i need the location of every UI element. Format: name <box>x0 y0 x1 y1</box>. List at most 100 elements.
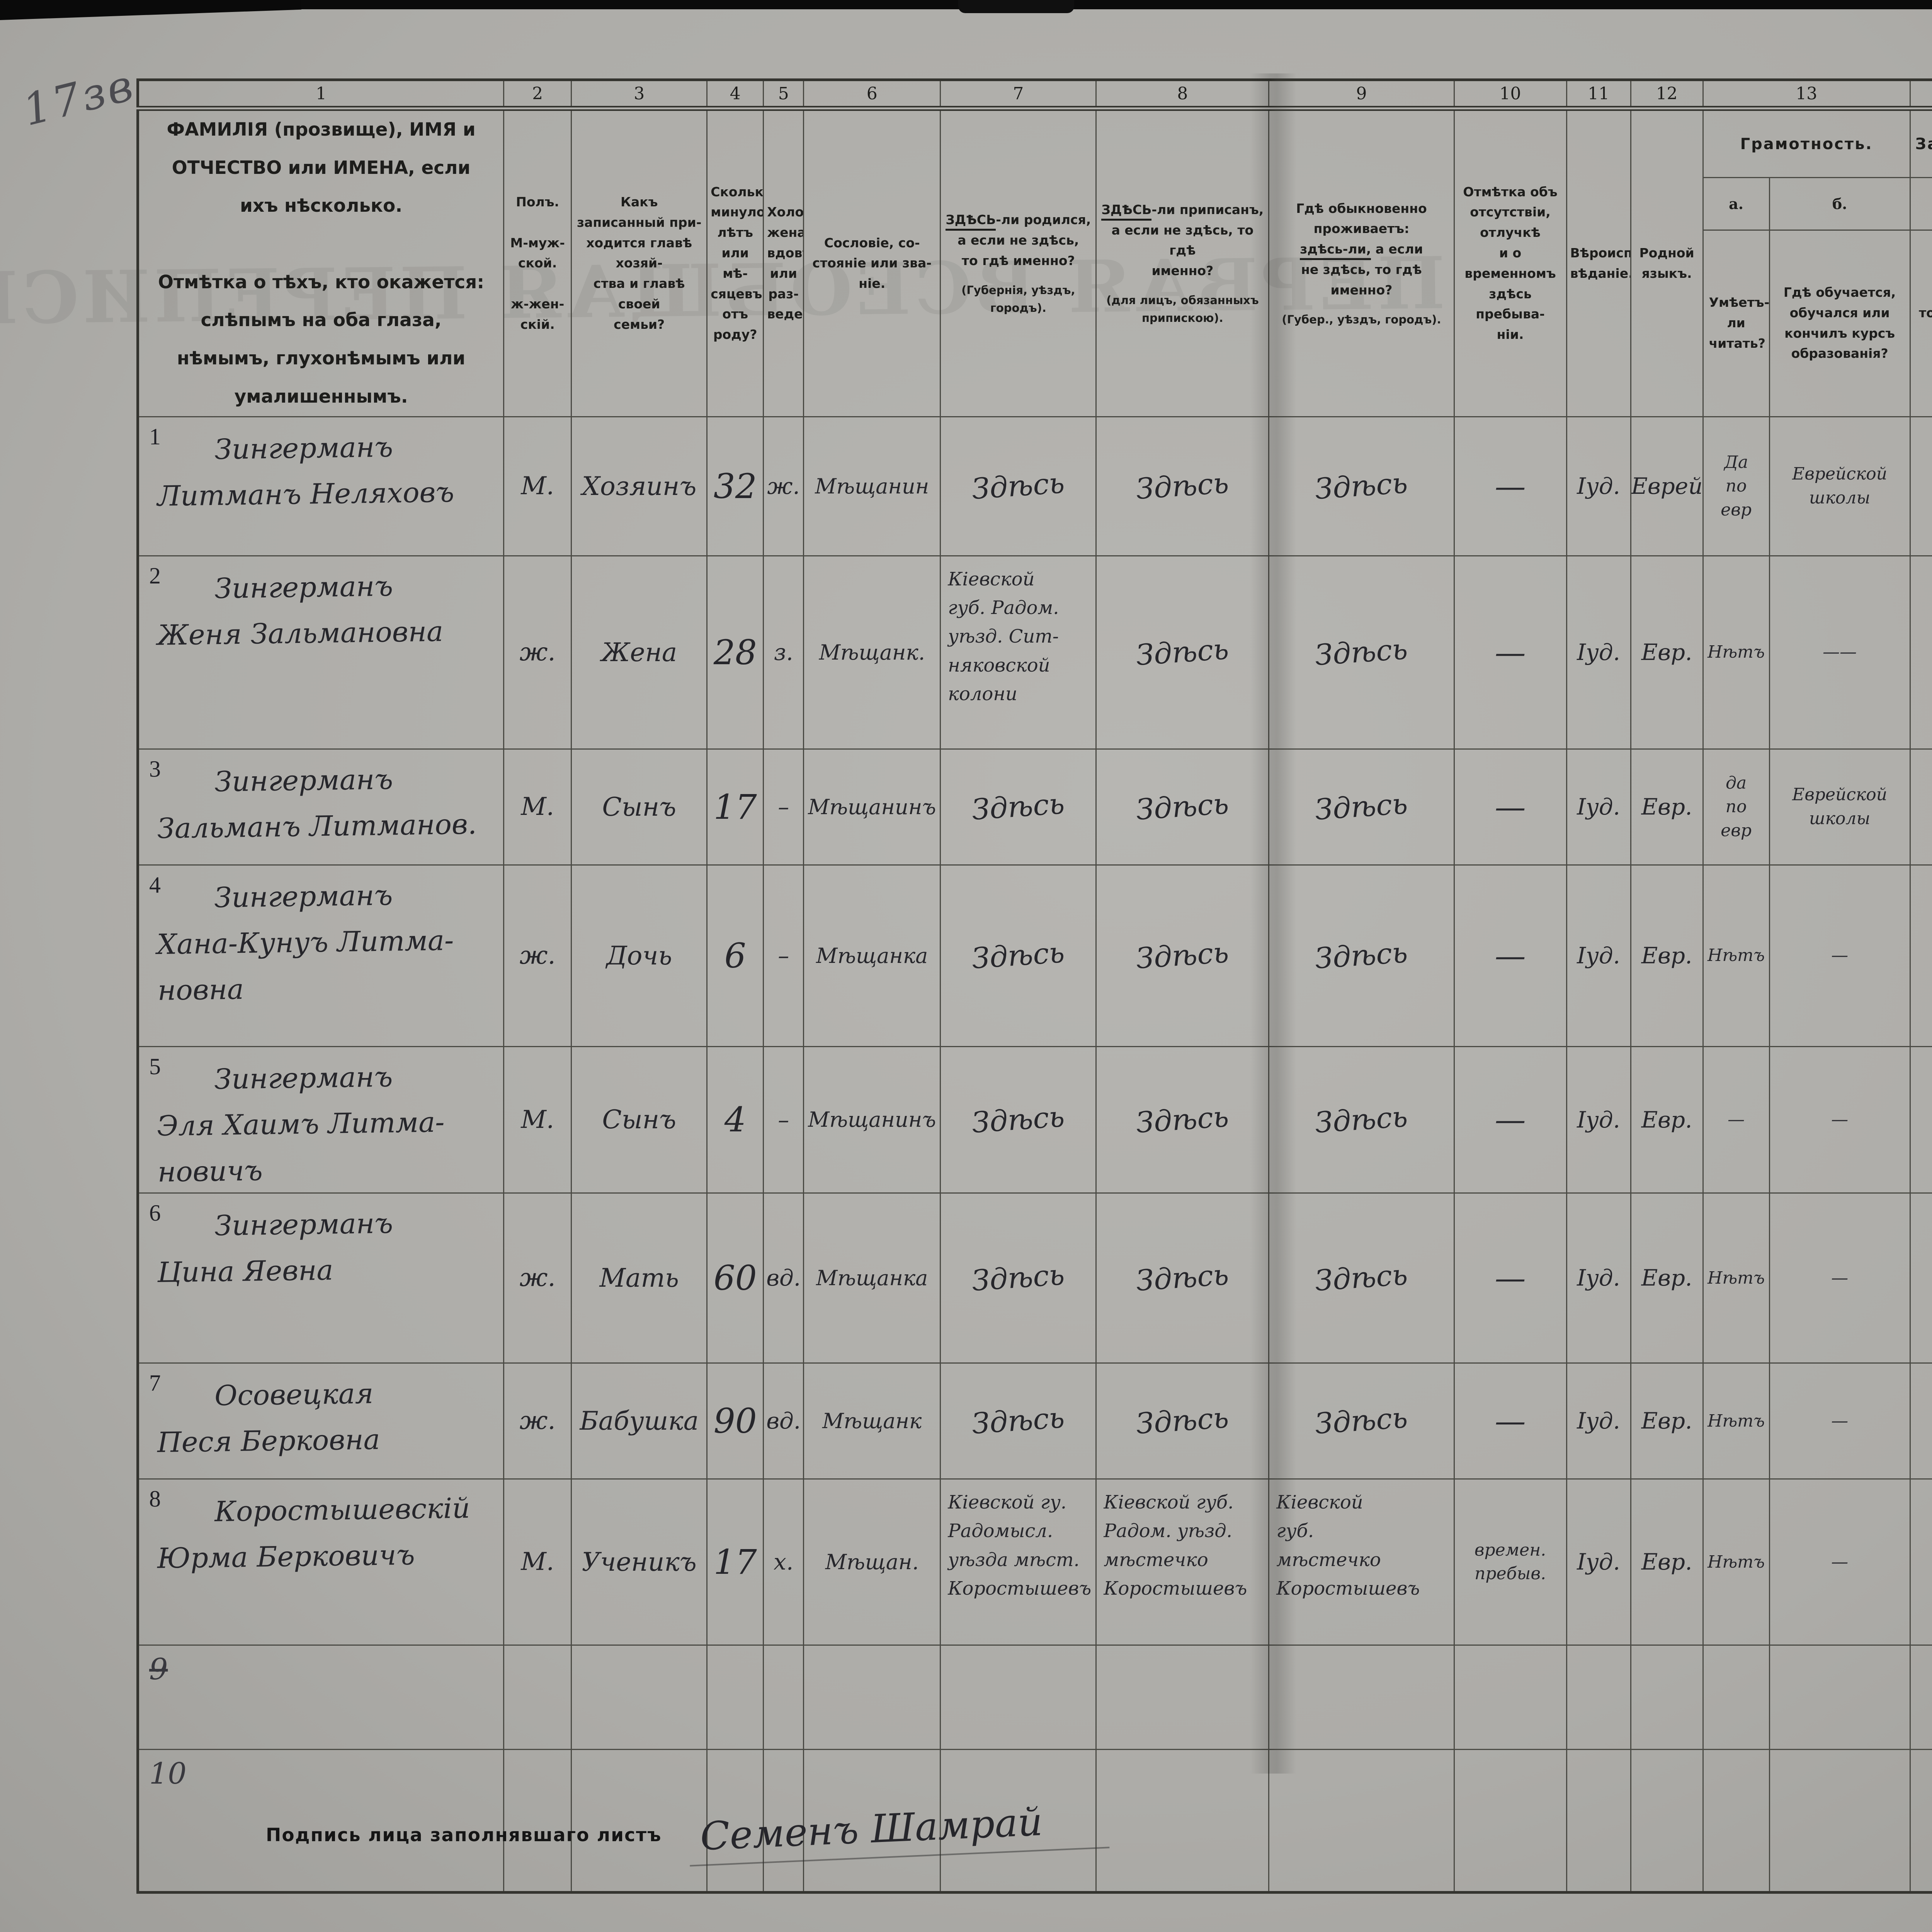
cell-absence-r9 <box>1453 1644 1567 1750</box>
literacy-value: Нѣтъ <box>1707 1552 1765 1572</box>
cell-registered-r6: Здѣсь <box>1095 1192 1270 1364</box>
cell-born-r1: Здѣсь <box>940 416 1097 556</box>
literacy-value: Нѣтъ <box>1707 1268 1765 1288</box>
born-value: Здѣсь <box>971 1100 1066 1139</box>
table-row: 5 Зингерманъ Эля Хаимъ Литма- новичъ М. С… <box>137 1046 1932 1194</box>
absence-value: — <box>1495 1102 1526 1138</box>
estate-value: Мѣщанинъ <box>808 1107 936 1132</box>
scan-edge-top-left <box>0 0 301 20</box>
language-value: Евр. <box>1641 942 1692 969</box>
born-value: Здѣсь <box>971 1401 1066 1441</box>
sex-value: ж. <box>519 941 556 970</box>
cell-lives-r9 <box>1268 1644 1455 1750</box>
header-relation: Какъ записанный при- ходится главѣ хозяй… <box>571 108 708 417</box>
age-value: 17 <box>713 1542 757 1582</box>
row-number: 7 <box>149 1370 161 1396</box>
cell-lives-r8: Кіевской губ. мѣстечко Коростышевъ <box>1268 1478 1455 1646</box>
cell-absence-r5: — <box>1453 1046 1567 1194</box>
cell-born-r6: Здѣсь <box>940 1192 1097 1364</box>
colnum-4: 4 <box>706 79 764 111</box>
born-value: Здѣсь <box>971 1258 1066 1298</box>
colnum-10: 10 <box>1453 79 1567 111</box>
cell-born-r3: Здѣсь <box>940 748 1097 866</box>
cell-language-r5: Евр. <box>1630 1046 1704 1194</box>
cell-name-r5: 5 Зингерманъ Эля Хаимъ Литма- новичъ <box>137 1046 505 1194</box>
language-value: Евр. <box>1641 1549 1692 1575</box>
lives-value: Здѣсь <box>1314 1258 1409 1298</box>
cell-born-r4: Здѣсь <box>940 864 1097 1047</box>
registered-value: Здѣсь <box>1135 1100 1230 1139</box>
cell-absence-r8: времен. пребыв. <box>1453 1478 1567 1646</box>
colnum-6: 6 <box>803 79 941 111</box>
colnum-7: 7 <box>940 79 1097 111</box>
cell-estate-r7: Мѣщанк <box>803 1362 941 1480</box>
colnum-1: 1 <box>137 79 505 111</box>
header-registration-note: (для лицъ, обязанныхъ припискою). <box>1106 293 1259 325</box>
cell-occupation-r2: при мужѣ <box>1909 555 1932 750</box>
table-row: 8 Коростышевскій Юрма Берковичъ М. Ученик… <box>137 1478 1932 1646</box>
literacy-value: да по евр <box>1721 773 1752 840</box>
table-row: 6 Зингерманъ Цина Яевна ж. Мать 60 вд. Мѣ… <box>137 1192 1932 1364</box>
lives-value: Здѣсь <box>1314 1100 1409 1139</box>
header-registration-text: -ли приписанъ, а если не здѣсь, то гдѣ и… <box>1111 202 1264 279</box>
cell-age-r5: 4 <box>706 1046 764 1194</box>
cell-religion-r8: Іуд. <box>1566 1478 1631 1646</box>
marital-value: вд. <box>766 1265 801 1291</box>
cell-estate-r2: Мѣщанк. <box>803 555 941 750</box>
cell-school-r6: — <box>1769 1192 1911 1364</box>
school-value: Еврейской школы <box>1792 785 1888 828</box>
sex-value: М. <box>521 1548 554 1577</box>
sex-value: М. <box>521 1105 554 1134</box>
cell-school-r8: — <box>1769 1478 1911 1646</box>
header-name: ФАМИЛІЯ (прозвище), ИМЯ и ОТЧЕСТВО или И… <box>137 108 505 417</box>
cell-age-r10 <box>706 1748 764 1893</box>
cell-registered-r5: Здѣсь <box>1095 1046 1270 1194</box>
age-value: 28 <box>713 632 757 672</box>
language-value: Евр. <box>1641 1265 1692 1291</box>
religion-value: Іуд. <box>1577 1265 1620 1291</box>
marital-value: вд. <box>766 1408 801 1434</box>
religion-value: Іуд. <box>1577 1549 1620 1575</box>
cell-occupation-r6: При сынѣ <box>1909 1192 1932 1364</box>
cell-age-r3: 17 <box>706 748 764 866</box>
estate-value: Мѣщанк. <box>819 640 925 665</box>
cell-school-r10 <box>1769 1748 1911 1893</box>
sex-value: ж. <box>519 638 556 667</box>
cell-occupation-r8: Ученикъ столяръ <box>1909 1478 1932 1646</box>
cell-religion-r5: Іуд. <box>1566 1046 1631 1194</box>
registered-value: Здѣсь <box>1135 632 1230 672</box>
born-value: Кіевской гу. Радомысл. уѣзда мѣст. Корос… <box>948 1491 1092 1600</box>
estate-value: Мѣщанка <box>816 943 928 968</box>
relation-value: Сынъ <box>602 1105 677 1135</box>
religion-value: Іуд. <box>1577 942 1620 969</box>
person-name <box>139 1750 503 1760</box>
cell-born-r5: Здѣсь <box>940 1046 1097 1194</box>
cell-marital-r5: – <box>763 1046 804 1194</box>
cell-relation-r7: Бабушка <box>571 1362 708 1480</box>
table-row: 7 Осовецкая Песя Берковна ж. Бабушка 90 в… <box>137 1362 1932 1480</box>
cell-born-r9 <box>940 1644 1097 1750</box>
estate-value: Мѣщан. <box>825 1549 919 1574</box>
cell-name-r1: 1 Зингерманъ Литманъ Неляховъ <box>137 416 505 556</box>
cell-lives-r6: Здѣсь <box>1268 1192 1455 1364</box>
cell-absence-r3: — <box>1453 748 1567 866</box>
age-value: 32 <box>713 466 757 506</box>
cell-absence-r6: — <box>1453 1192 1567 1364</box>
header-literacy-where: Гдѣ обучается, обучался или кончилъ курс… <box>1769 229 1911 417</box>
colnum-11: 11 <box>1566 79 1631 111</box>
language-value: Еврей <box>1631 473 1703 499</box>
born-value: Здѣсь <box>971 466 1066 506</box>
header-residence: Гдѣ обыкновенно проживаетъ: здѣсь-ли, а е… <box>1268 108 1455 417</box>
colnum-2: 2 <box>503 79 572 111</box>
cell-lives-r3: Здѣсь <box>1268 748 1455 866</box>
person-name: Осовецкая Песя Берковна <box>157 1377 381 1459</box>
cell-sex-r1: М. <box>503 416 572 556</box>
religion-value: Іуд. <box>1577 1408 1620 1434</box>
colnum-14: 14 <box>1909 79 1932 111</box>
cell-religion-r3: Іуд. <box>1566 748 1631 866</box>
marital-value: ж. <box>767 473 800 499</box>
registered-value: Здѣсь <box>1135 1258 1230 1298</box>
cell-religion-r1: Іуд. <box>1566 416 1631 556</box>
age-value: 6 <box>724 935 746 976</box>
sex-value: М. <box>521 793 554 821</box>
